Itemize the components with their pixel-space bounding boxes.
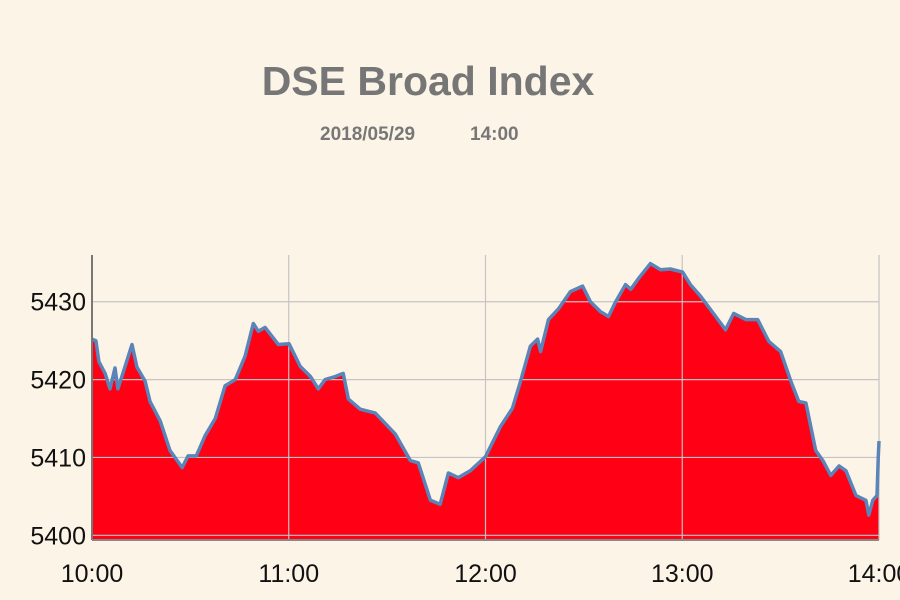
x-tick-label: 10:00 [61, 560, 124, 588]
x-tick-label: 11:00 [258, 560, 319, 588]
y-tick-label: 5400 [30, 522, 86, 550]
x-tick-label: 12:00 [454, 560, 517, 588]
y-tick-label: 5430 [30, 289, 86, 317]
y-tick-label: 5420 [30, 367, 86, 395]
x-tick-label: 14:00 [848, 560, 900, 588]
x-tick-label: 13:00 [651, 560, 714, 588]
chart-date: 2018/05/29 [320, 124, 416, 145]
series-line [91, 261, 881, 517]
chart-title: DSE Broad Index [261, 58, 595, 104]
chart-time: 14:00 [470, 124, 519, 145]
y-tick-label: 5410 [30, 444, 86, 472]
